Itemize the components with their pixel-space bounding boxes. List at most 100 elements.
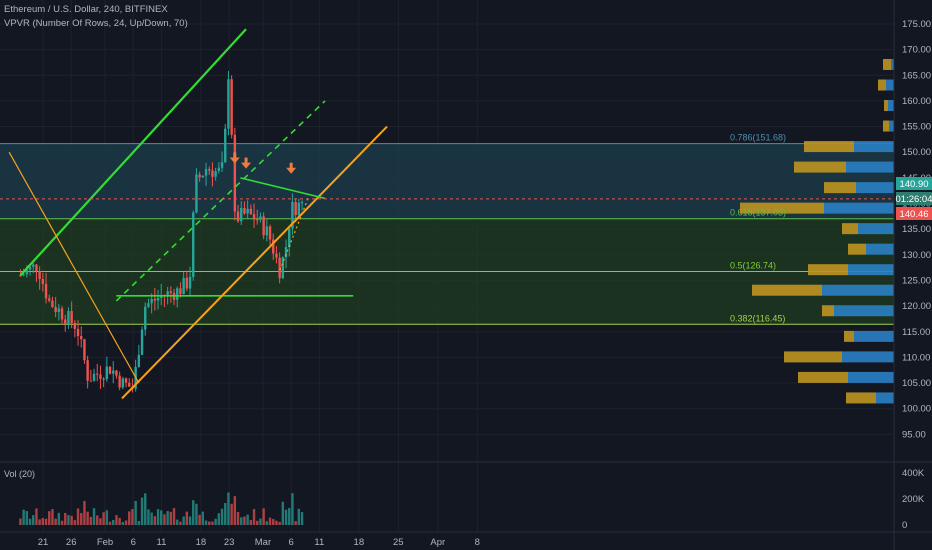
candle-body bbox=[118, 375, 121, 388]
candle-body bbox=[192, 212, 195, 277]
upper-channel-line bbox=[19, 28, 247, 277]
volume-axis: 400K 200K 0 bbox=[902, 468, 925, 531]
time-tick-label: Apr bbox=[430, 537, 445, 548]
vp-bar-down bbox=[804, 141, 854, 153]
candle-body bbox=[262, 216, 265, 236]
volume-bar bbox=[243, 516, 246, 525]
price-tick-label: 150.00 bbox=[902, 147, 931, 158]
volume-bar bbox=[115, 515, 118, 525]
volume-bar bbox=[147, 509, 150, 525]
volume-bar bbox=[195, 503, 198, 525]
volume-bar bbox=[86, 511, 89, 525]
price-tick-label: 175.00 bbox=[902, 19, 931, 30]
indicator-title[interactable]: VPVR (Number Of Rows, 24, Up/Down, 70) bbox=[4, 18, 188, 29]
volume-bar bbox=[179, 521, 182, 525]
candle-body bbox=[256, 219, 259, 221]
volume-bar bbox=[214, 518, 217, 525]
time-tick-label: 8 bbox=[475, 537, 480, 548]
candle-body bbox=[195, 174, 198, 213]
volume-bar bbox=[60, 520, 64, 525]
volume-bar bbox=[169, 511, 173, 525]
volume-bar bbox=[19, 518, 22, 525]
volume-bar bbox=[182, 516, 185, 525]
vp-bar-down bbox=[844, 330, 854, 342]
vp-bar-down bbox=[752, 284, 822, 296]
volume-bar bbox=[131, 508, 134, 525]
vp-bar-down bbox=[808, 264, 848, 276]
volume-bar bbox=[297, 508, 301, 525]
volume-bar bbox=[150, 512, 153, 525]
vp-bar-down bbox=[878, 79, 886, 91]
price-tick-label: 120.00 bbox=[902, 301, 931, 312]
volume-bar bbox=[288, 508, 291, 525]
candle-body bbox=[51, 300, 54, 308]
volume-bar bbox=[96, 515, 99, 525]
candle-body bbox=[38, 271, 41, 279]
volume-bar bbox=[99, 518, 102, 525]
volume-bar bbox=[73, 520, 77, 525]
candle-body bbox=[246, 208, 249, 214]
vp-bar-down bbox=[883, 58, 891, 70]
vp-bar-down bbox=[846, 392, 876, 404]
volume-profile bbox=[740, 58, 894, 404]
volume-bar bbox=[176, 519, 179, 525]
candle-body bbox=[198, 174, 201, 178]
symbol-title[interactable]: Ethereum / U.S. Dollar, 240, BITFINEX bbox=[4, 4, 168, 15]
vp-bar-up bbox=[854, 141, 894, 153]
volume-bar bbox=[272, 518, 275, 525]
volume-bar bbox=[89, 516, 93, 525]
volume-bar bbox=[64, 512, 67, 525]
candle-body bbox=[249, 208, 253, 215]
volume-bar bbox=[281, 501, 285, 525]
fib-level-label: 0.618(137.03) bbox=[730, 208, 786, 218]
volume-bar bbox=[262, 508, 265, 525]
volume-bar bbox=[25, 511, 29, 525]
volume-bar bbox=[211, 521, 214, 525]
vp-bar-up bbox=[866, 243, 894, 255]
time-axis[interactable]: 21 26 Feb 6 11 18 23 Mar 6 11 18 25 Apr 8 bbox=[38, 537, 480, 548]
volume-bar bbox=[54, 518, 57, 525]
arrow-stem bbox=[289, 162, 293, 169]
vp-bar-up bbox=[848, 264, 894, 276]
volume-title[interactable]: Vol (20) bbox=[4, 469, 36, 479]
volume-bar bbox=[240, 517, 243, 525]
last-price-badge-text: 140.90 bbox=[899, 179, 928, 190]
price-tick-label: 155.00 bbox=[902, 122, 931, 133]
candle-body bbox=[153, 298, 157, 301]
candle-body bbox=[268, 226, 272, 240]
price-tick-label: 135.00 bbox=[902, 224, 931, 235]
fib-level-label: 0.5(126.74) bbox=[730, 261, 776, 271]
volume-bar bbox=[224, 503, 227, 525]
candle-body bbox=[220, 162, 224, 168]
candle-body bbox=[211, 170, 214, 177]
price-tick-label: 100.00 bbox=[902, 404, 931, 415]
volume-bar bbox=[185, 511, 189, 525]
vp-bar-up bbox=[886, 79, 894, 91]
candle-body bbox=[96, 373, 99, 375]
fib-labels: 0.786(151.68) 0.618(137.03) 0.5(126.74) 0.3… bbox=[730, 133, 786, 324]
candle-body bbox=[67, 311, 70, 324]
candle-body bbox=[297, 202, 301, 215]
time-tick-label: 6 bbox=[289, 537, 294, 548]
short-resistance-line bbox=[240, 177, 326, 200]
candle-body bbox=[300, 202, 304, 204]
volume-bar bbox=[153, 516, 157, 525]
candle-body bbox=[115, 370, 118, 376]
vp-bar-down bbox=[798, 371, 848, 383]
vp-bar-up bbox=[854, 330, 894, 342]
volume-bar bbox=[144, 493, 147, 525]
vp-bar-up bbox=[856, 182, 894, 194]
candle-body bbox=[80, 336, 83, 340]
vp-bar-up bbox=[824, 202, 894, 214]
volume-bar bbox=[204, 520, 208, 525]
price-tick-label: 130.00 bbox=[902, 250, 931, 261]
vp-bar-down bbox=[824, 182, 856, 194]
fib-level-label: 0.382(116.45) bbox=[730, 313, 785, 323]
candle-body bbox=[179, 288, 182, 295]
volume-bar bbox=[294, 521, 297, 525]
volume-tick-label: 200K bbox=[902, 494, 925, 505]
volume-bar bbox=[70, 515, 73, 525]
arrow-down-icon bbox=[286, 167, 297, 174]
candle-body bbox=[204, 169, 208, 176]
